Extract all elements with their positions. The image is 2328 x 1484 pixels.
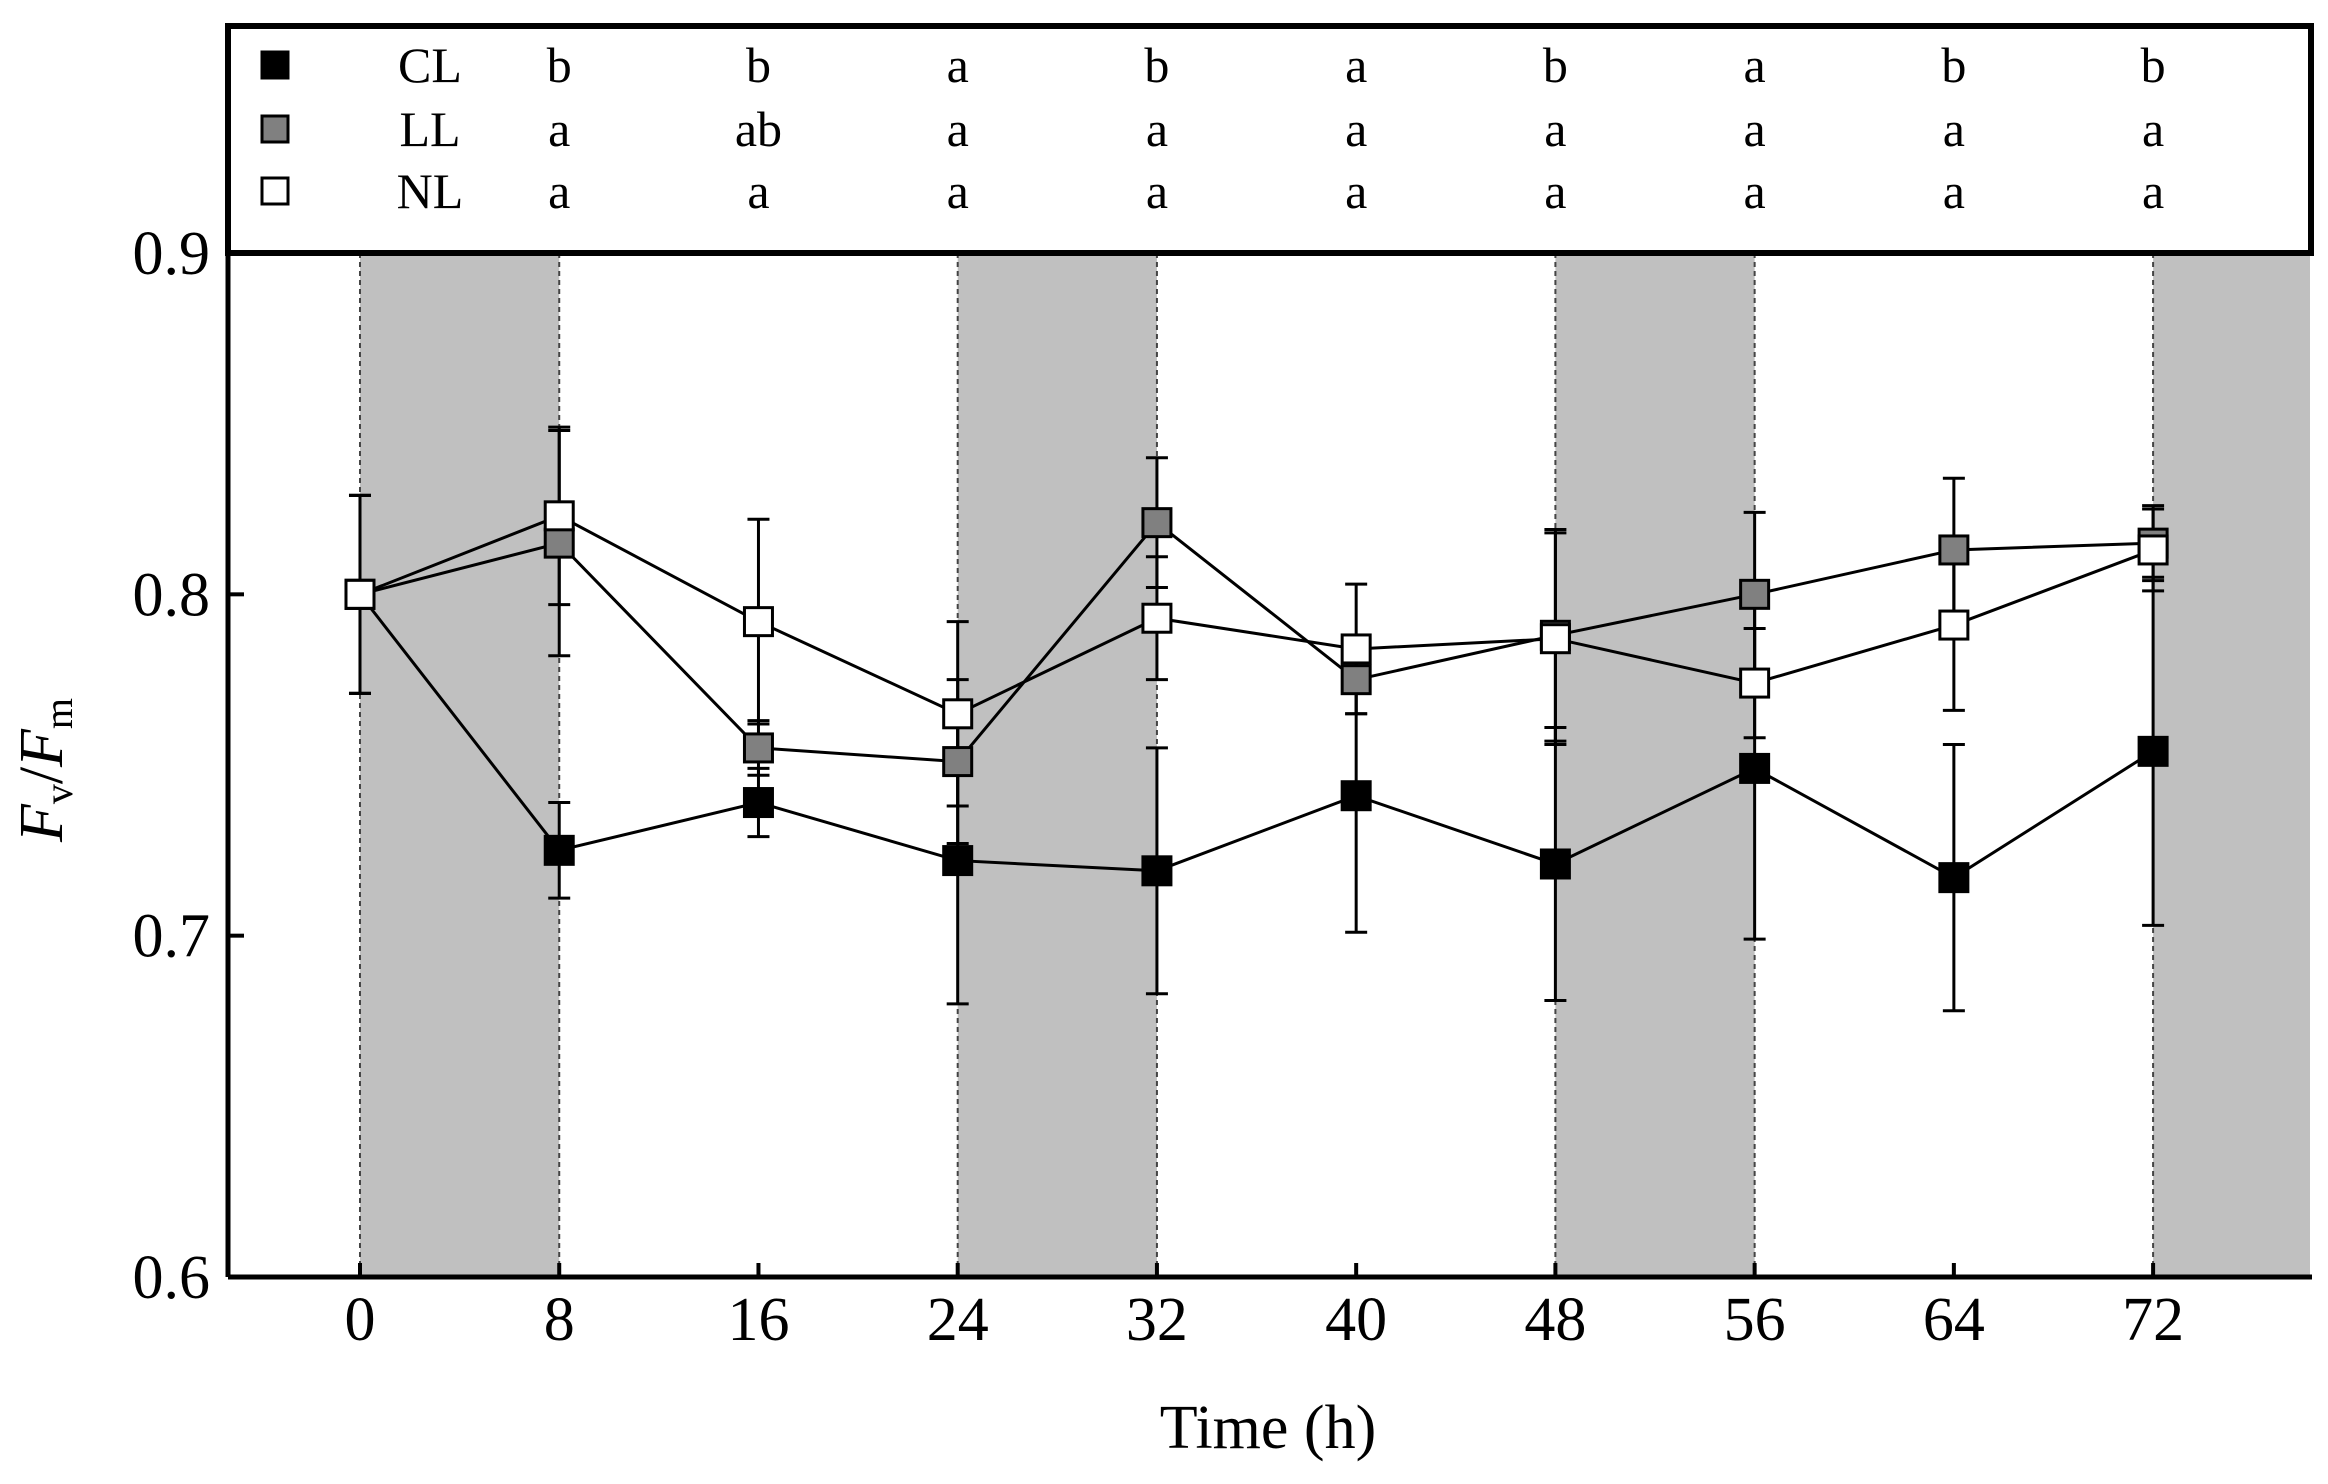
series-line-NL	[359, 514, 2154, 716]
significance-letters: b b a b a b a b ba ab a a a a a a aa a a a a a a a a	[547, 37, 2166, 219]
marker-LL-24	[942, 746, 974, 778]
sig-letter-NL-8: a	[548, 163, 570, 219]
legend-swatch-NL	[260, 176, 290, 206]
x-tick-label-32: 32	[1126, 1286, 1188, 1354]
y-axis-title: Fv/Fm	[8, 698, 81, 843]
sig-letter-CL-24: a	[947, 37, 969, 93]
sig-letter-CL-72: b	[2141, 37, 2166, 93]
marker-CL-24	[942, 845, 974, 877]
sig-letter-CL-8: b	[547, 37, 572, 93]
marker-NL-24	[942, 698, 974, 730]
marker-NL-72	[2137, 534, 2169, 566]
x-axis-title: Time (h)	[1160, 1394, 1376, 1462]
sig-letter-LL-64: a	[1943, 101, 1965, 157]
x-tick-label-64: 64	[1923, 1286, 1985, 1354]
series-line-LL	[359, 520, 2154, 764]
legend-label-CL: CL	[398, 37, 462, 93]
legend-label-LL: LL	[399, 101, 460, 157]
x-tick-labels: 0 8 16 24 32 40 48 56 64 72	[344, 1286, 2184, 1354]
y-title-f2: F	[8, 728, 76, 768]
marker-LL-40	[1340, 664, 1372, 696]
sig-letter-LL-24: a	[947, 101, 969, 157]
legend-label-NL: NL	[397, 163, 464, 219]
x-tick-label-24: 24	[927, 1286, 989, 1354]
x-tick-label-48: 48	[1524, 1286, 1586, 1354]
marker-CL-56	[1739, 752, 1771, 784]
marker-CL-72	[2137, 735, 2169, 767]
dark-period-2	[957, 253, 1157, 1277]
series-layer	[344, 425, 2169, 1013]
marker-NL-32	[1141, 602, 1173, 634]
y-title-sub-v: v	[36, 784, 81, 804]
sig-letter-CL-32: b	[1144, 37, 1169, 93]
sig-letter-NL-16: a	[747, 163, 769, 219]
sig-letter-LL-32: a	[1146, 101, 1168, 157]
sig-letter-NL-32: a	[1146, 163, 1168, 219]
sig-letter-LL-8: a	[548, 101, 570, 157]
sig-letter-NL-24: a	[947, 163, 969, 219]
sig-letter-NL-40: a	[1345, 163, 1367, 219]
marker-CL-8	[543, 834, 575, 866]
sig-letter-NL-56: a	[1744, 163, 1766, 219]
y-tick-label-0.7: 0.7	[133, 903, 211, 971]
marker-LL-56	[1739, 578, 1771, 610]
legend-panel	[225, 23, 2314, 256]
marker-LL-16	[742, 732, 774, 764]
sig-letter-LL-40: a	[1345, 101, 1367, 157]
series-lines	[358, 514, 2154, 880]
dark-period-4	[2153, 253, 2310, 1277]
dark-period-3	[1555, 253, 1755, 1277]
x-tick-label-16: 16	[727, 1286, 789, 1354]
sig-letter-LL-72: a	[2142, 101, 2164, 157]
dark-period-1	[359, 253, 560, 1277]
marker-NL-40	[1340, 633, 1372, 665]
sig-letter-CL-48: b	[1543, 37, 1568, 93]
sig-letter-CL-16: b	[746, 37, 771, 93]
sig-letter-NL-72: a	[2142, 163, 2164, 219]
marker-NL-16	[742, 606, 774, 638]
dark-period-shading	[359, 253, 2310, 1277]
y-tick-label-0.6: 0.6	[133, 1244, 211, 1312]
sig-letter-LL-56: a	[1744, 101, 1766, 157]
sig-letter-CL-56: a	[1744, 37, 1766, 93]
marker-NL-64	[1938, 609, 1970, 641]
marker-NL-0	[344, 578, 376, 610]
marker-LL-8	[543, 527, 575, 559]
y-tick-labels: 0.6 0.7 0.8 0.9	[133, 220, 211, 1312]
data-markers	[344, 500, 2169, 894]
y-title-f1: F	[8, 803, 76, 843]
x-tick-label-8: 8	[544, 1286, 575, 1354]
marker-CL-48	[1539, 848, 1571, 880]
sig-letter-NL-64: a	[1943, 163, 1965, 219]
y-tick-label-0.9: 0.9	[133, 220, 211, 288]
sig-letter-CL-64: b	[1941, 37, 1966, 93]
marker-LL-64	[1938, 534, 1970, 566]
sig-letter-LL-16: ab	[735, 101, 782, 157]
y-title-sep: /	[8, 766, 76, 784]
y-title-sub-m: m	[36, 698, 81, 729]
y-tick-label-0.8: 0.8	[133, 561, 211, 629]
series-line-CL	[358, 593, 2154, 880]
marker-CL-16	[742, 787, 774, 819]
marker-CL-32	[1141, 855, 1173, 887]
sig-letter-CL-40: a	[1345, 37, 1367, 93]
marker-LL-32	[1141, 507, 1173, 539]
legend-swatch-CL	[260, 50, 290, 80]
legend: CL LL NL	[260, 37, 464, 219]
marker-NL-56	[1739, 667, 1771, 699]
marker-CL-64	[1938, 862, 1970, 894]
x-tick-label-56: 56	[1724, 1286, 1786, 1354]
marker-CL-40	[1340, 780, 1372, 812]
plot-area	[228, 253, 2310, 1277]
sig-letter-NL-48: a	[1544, 163, 1566, 219]
x-tick-label-40: 40	[1325, 1286, 1387, 1354]
x-tick-label-72: 72	[2122, 1286, 2184, 1354]
marker-NL-48	[1539, 623, 1571, 655]
sig-letter-LL-48: a	[1544, 101, 1566, 157]
legend-swatch-LL	[260, 114, 290, 144]
x-tick-label-0: 0	[344, 1286, 375, 1354]
marker-NL-8	[543, 500, 575, 532]
